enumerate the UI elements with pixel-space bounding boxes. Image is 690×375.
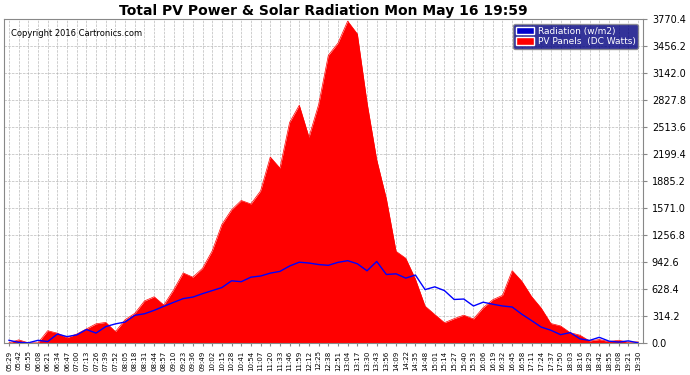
- Text: Copyright 2016 Cartronics.com: Copyright 2016 Cartronics.com: [10, 29, 141, 38]
- Title: Total PV Power & Solar Radiation Mon May 16 19:59: Total PV Power & Solar Radiation Mon May…: [119, 4, 528, 18]
- Legend: Radiation (w/m2), PV Panels  (DC Watts): Radiation (w/m2), PV Panels (DC Watts): [513, 24, 638, 49]
